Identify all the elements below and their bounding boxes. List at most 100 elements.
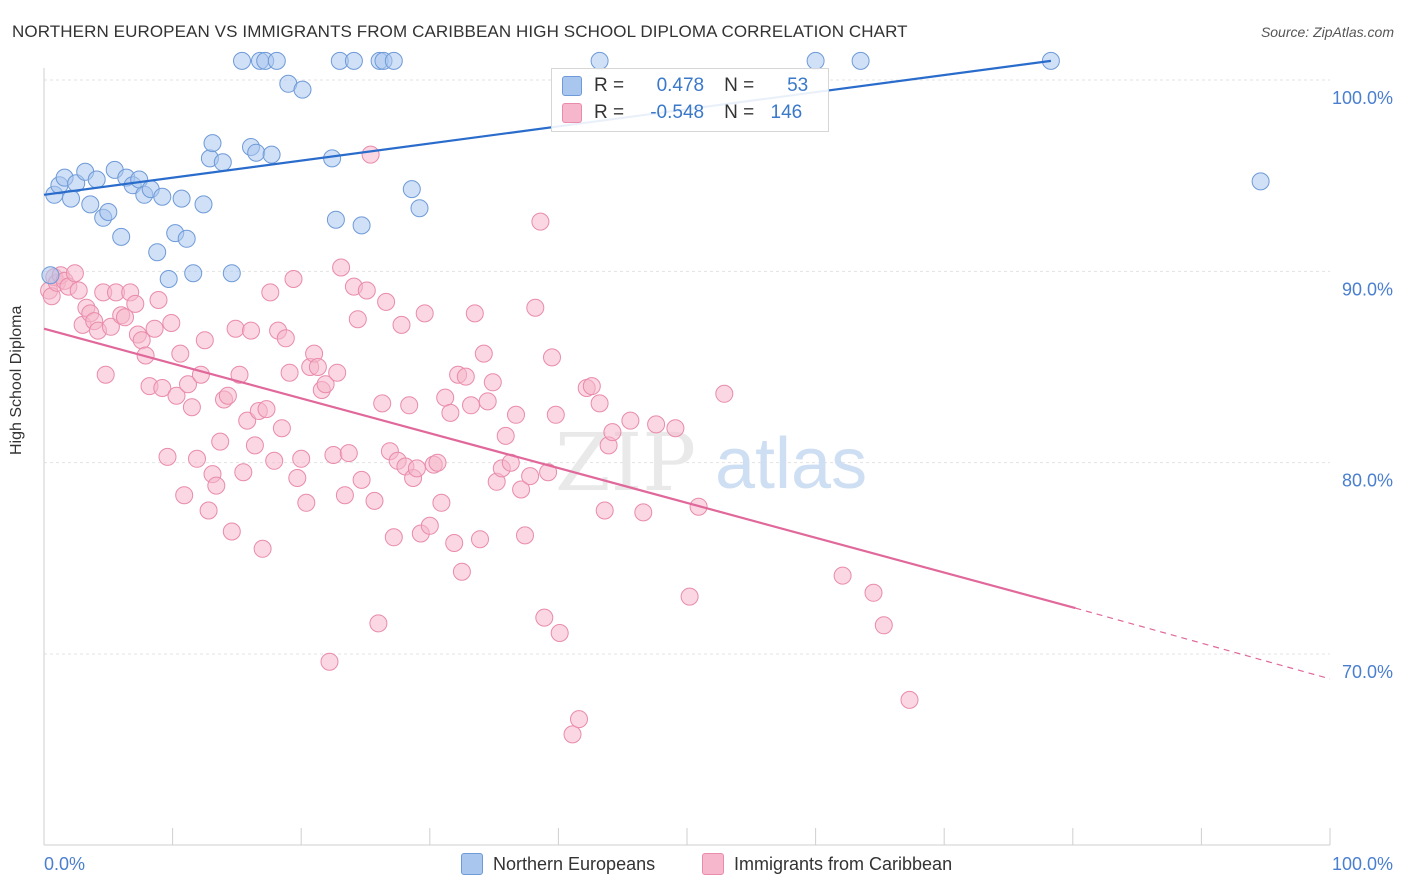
caribbean-point xyxy=(471,530,489,549)
caribbean-point xyxy=(373,394,392,413)
caribbean-point xyxy=(535,608,554,627)
watermark-atlas: atlas xyxy=(715,424,867,504)
stats-row-northern-europeans: R = 0.478 N = 53 xyxy=(562,74,808,98)
caribbean-point xyxy=(531,212,550,231)
trend-line-northern-europeans xyxy=(43,59,1052,196)
caribbean-point xyxy=(320,652,339,671)
northern-european-point xyxy=(267,51,286,70)
northern-european-point xyxy=(203,134,222,153)
legend-label: Northern Europeans xyxy=(493,853,656,874)
caribbean-point xyxy=(357,281,376,300)
caribbean-point xyxy=(339,444,358,463)
stats-legend: R = 0.478 N = 53 R = -0.548 N = 146 xyxy=(551,68,829,132)
caribbean-point xyxy=(432,493,451,512)
caribbean-point xyxy=(400,396,419,415)
caribbean-point xyxy=(452,562,471,581)
caribbean-point xyxy=(261,283,280,302)
legend-swatch-pink xyxy=(702,853,724,875)
watermark: ZIP atlas xyxy=(555,416,867,509)
caribbean-point xyxy=(222,522,241,541)
caribbean-point xyxy=(242,321,260,340)
caribbean-point xyxy=(483,373,502,392)
source-label: Source: ZipAtlas.com xyxy=(1260,24,1394,40)
caribbean-point xyxy=(462,396,480,415)
caribbean-point xyxy=(465,304,484,323)
trend-line-caribbean xyxy=(43,327,1076,610)
caribbean-point xyxy=(543,348,561,367)
caribbean-point xyxy=(69,281,88,300)
caribbean-point xyxy=(392,315,411,334)
caribbean-point xyxy=(526,298,545,317)
caribbean-point xyxy=(96,365,115,384)
legend-swatch-blue xyxy=(461,853,483,875)
caribbean-point xyxy=(428,453,447,472)
northern-european-point xyxy=(112,227,131,246)
northern-european-point xyxy=(293,80,312,99)
caribbean-point xyxy=(126,294,145,313)
y-tick-label: 100.0% xyxy=(1332,88,1393,108)
northern-european-point xyxy=(177,229,196,248)
caribbean-point xyxy=(276,329,295,348)
northern-european-point xyxy=(41,266,60,285)
northern-european-point xyxy=(99,203,118,221)
northern-european-point xyxy=(222,264,241,283)
caribbean-point xyxy=(335,486,354,505)
caribbean-point xyxy=(546,405,565,424)
r-label: R = xyxy=(594,102,625,123)
caribbean-point xyxy=(153,379,172,397)
caribbean-point xyxy=(563,725,582,744)
caribbean-point xyxy=(507,405,525,424)
northern-european-point xyxy=(233,51,251,70)
y-tick-label: 80.0% xyxy=(1342,471,1393,491)
legend-item-caribbean: Immigrants from Caribbean xyxy=(702,852,952,876)
x-tick-label-start: 0.0% xyxy=(44,854,85,874)
northern-european-point xyxy=(402,180,421,199)
caribbean-point xyxy=(680,587,699,606)
tick-label-layer: 100.0% 90.0% 80.0% 70.0% 0.0% 100.0% xyxy=(44,88,1393,874)
northern-european-point xyxy=(344,51,363,70)
caribbean-point xyxy=(199,501,218,520)
caribbean-point xyxy=(179,375,197,394)
y-axis-label: High School Diploma xyxy=(8,305,25,455)
northern-european-point xyxy=(326,210,345,229)
caribbean-point xyxy=(715,384,734,403)
caribbean-point xyxy=(162,314,181,332)
caribbean-point xyxy=(149,291,168,309)
y-tick-label: 90.0% xyxy=(1342,279,1393,299)
caribbean-point xyxy=(182,398,201,417)
caribbean-point xyxy=(621,411,640,430)
northern-european-point xyxy=(352,216,371,235)
caribbean-point xyxy=(234,463,253,482)
caribbean-point xyxy=(175,486,194,505)
n-value: 146 xyxy=(770,102,803,123)
caribbean-point xyxy=(496,426,515,445)
northern-european-point xyxy=(194,195,213,214)
northern-european-point xyxy=(410,199,429,218)
caribbean-point xyxy=(265,451,284,470)
caribbean-point xyxy=(348,310,367,329)
stats-swatch-blue xyxy=(562,76,582,96)
northern-european-point xyxy=(262,145,281,164)
caribbean-point xyxy=(582,377,601,396)
y-tick-label: 70.0% xyxy=(1342,662,1393,682)
r-label: R = xyxy=(594,75,625,96)
caribbean-point xyxy=(226,319,245,338)
caribbean-point xyxy=(158,447,177,466)
points-layer xyxy=(40,51,1270,744)
caribbean-point xyxy=(570,710,588,729)
caribbean-point xyxy=(634,503,653,522)
caribbean-point xyxy=(666,419,685,438)
legend-label: Immigrants from Caribbean xyxy=(734,853,953,874)
caribbean-point xyxy=(603,423,622,442)
caribbean-point xyxy=(874,616,893,635)
chart-title: NORTHERN EUROPEAN VS IMMIGRANTS FROM CAR… xyxy=(12,22,908,41)
northern-european-point xyxy=(213,153,232,172)
northern-european-point xyxy=(172,189,191,208)
caribbean-point xyxy=(257,400,276,419)
northern-european-point xyxy=(81,195,100,214)
caribbean-point xyxy=(288,469,307,487)
caribbean-point xyxy=(590,394,609,413)
caribbean-point xyxy=(65,264,84,283)
n-value: 53 xyxy=(787,75,809,96)
caribbean-point xyxy=(456,367,475,386)
